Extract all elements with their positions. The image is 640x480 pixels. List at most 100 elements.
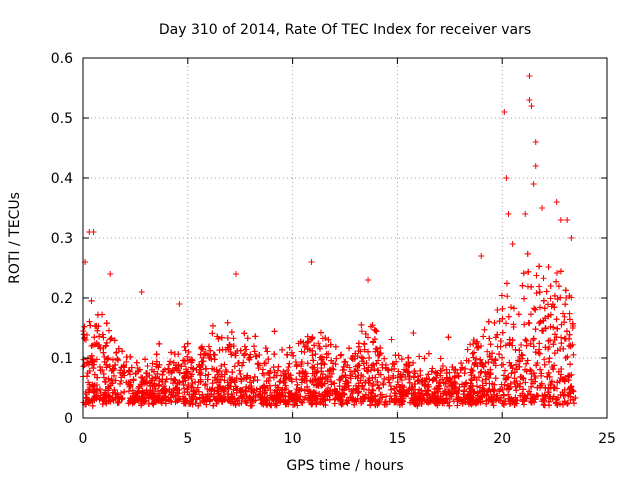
data-point (86, 383, 93, 390)
data-point (217, 376, 224, 383)
data-point (489, 380, 496, 387)
data-point (363, 359, 370, 366)
data-point (568, 383, 575, 390)
data-point (523, 342, 530, 349)
data-point (525, 268, 532, 275)
data-point (155, 383, 162, 390)
data-point (259, 384, 266, 391)
data-point (218, 371, 225, 378)
data-point (358, 328, 365, 335)
data-point (230, 343, 237, 350)
data-point (277, 396, 284, 403)
data-point (498, 381, 505, 388)
data-point (474, 390, 481, 397)
data-point (351, 368, 358, 375)
data-point (226, 396, 233, 403)
data-point (533, 362, 540, 369)
data-point (489, 385, 496, 392)
data-point (542, 344, 549, 351)
data-point (251, 348, 258, 355)
data-point (293, 376, 300, 383)
data-point (189, 380, 196, 387)
data-point (185, 374, 192, 381)
data-point (296, 387, 303, 394)
data-point (474, 344, 481, 351)
data-point (543, 288, 550, 295)
data-point (95, 341, 102, 348)
data-point (462, 365, 469, 372)
data-point (477, 399, 484, 406)
data-point (508, 304, 515, 311)
data-point (551, 350, 558, 357)
data-point (89, 402, 96, 409)
data-point (375, 398, 382, 405)
data-point (558, 340, 565, 347)
data-point (569, 341, 576, 348)
data-point (364, 334, 371, 341)
data-point (103, 320, 110, 327)
data-point (274, 397, 281, 404)
data-point (504, 293, 511, 300)
data-point (447, 390, 454, 397)
data-point (115, 399, 122, 406)
data-point (293, 361, 300, 368)
data-point (218, 334, 225, 341)
data-point (368, 362, 375, 369)
data-point (109, 366, 116, 373)
data-point (86, 318, 93, 325)
data-point (332, 395, 339, 402)
data-point (107, 336, 114, 343)
data-point (185, 382, 192, 389)
data-point (247, 402, 254, 409)
data-point (296, 370, 303, 377)
data-point (82, 391, 89, 398)
data-point (272, 400, 279, 407)
data-point (491, 319, 498, 326)
data-point (510, 305, 517, 312)
data-point (244, 372, 251, 379)
data-point (458, 360, 465, 367)
data-point (496, 318, 503, 325)
data-point (168, 375, 175, 382)
data-point (520, 270, 527, 277)
data-point (202, 393, 209, 400)
data-point (199, 362, 206, 369)
data-point (267, 387, 274, 394)
data-point (452, 366, 459, 373)
data-point (515, 311, 522, 318)
data-point (175, 361, 182, 368)
data-point (224, 335, 231, 342)
data-point (532, 306, 539, 313)
data-point (103, 361, 110, 368)
data-point (429, 377, 436, 384)
data-point (425, 383, 432, 390)
data-point (279, 386, 286, 393)
data-point (557, 294, 564, 301)
data-point (228, 351, 235, 358)
data-point (481, 326, 488, 333)
data-point (345, 379, 352, 386)
data-point (470, 337, 477, 344)
data-point (218, 363, 225, 370)
data-point (312, 376, 319, 383)
data-point (109, 356, 116, 363)
data-point (254, 361, 261, 368)
data-point (237, 347, 244, 354)
data-point (506, 396, 513, 403)
data-point (241, 343, 248, 350)
data-point (325, 368, 332, 375)
data-point (103, 356, 110, 363)
data-point (406, 385, 413, 392)
data-point (88, 343, 95, 350)
data-point (470, 354, 477, 361)
data-point (358, 354, 365, 361)
data-point (135, 368, 142, 375)
data-point (171, 351, 178, 358)
data-point (425, 387, 432, 394)
data-point (323, 351, 330, 358)
data-point (545, 358, 552, 365)
data-point (365, 368, 372, 375)
data-point (254, 377, 261, 384)
data-point (154, 388, 161, 395)
data-point (101, 378, 108, 385)
